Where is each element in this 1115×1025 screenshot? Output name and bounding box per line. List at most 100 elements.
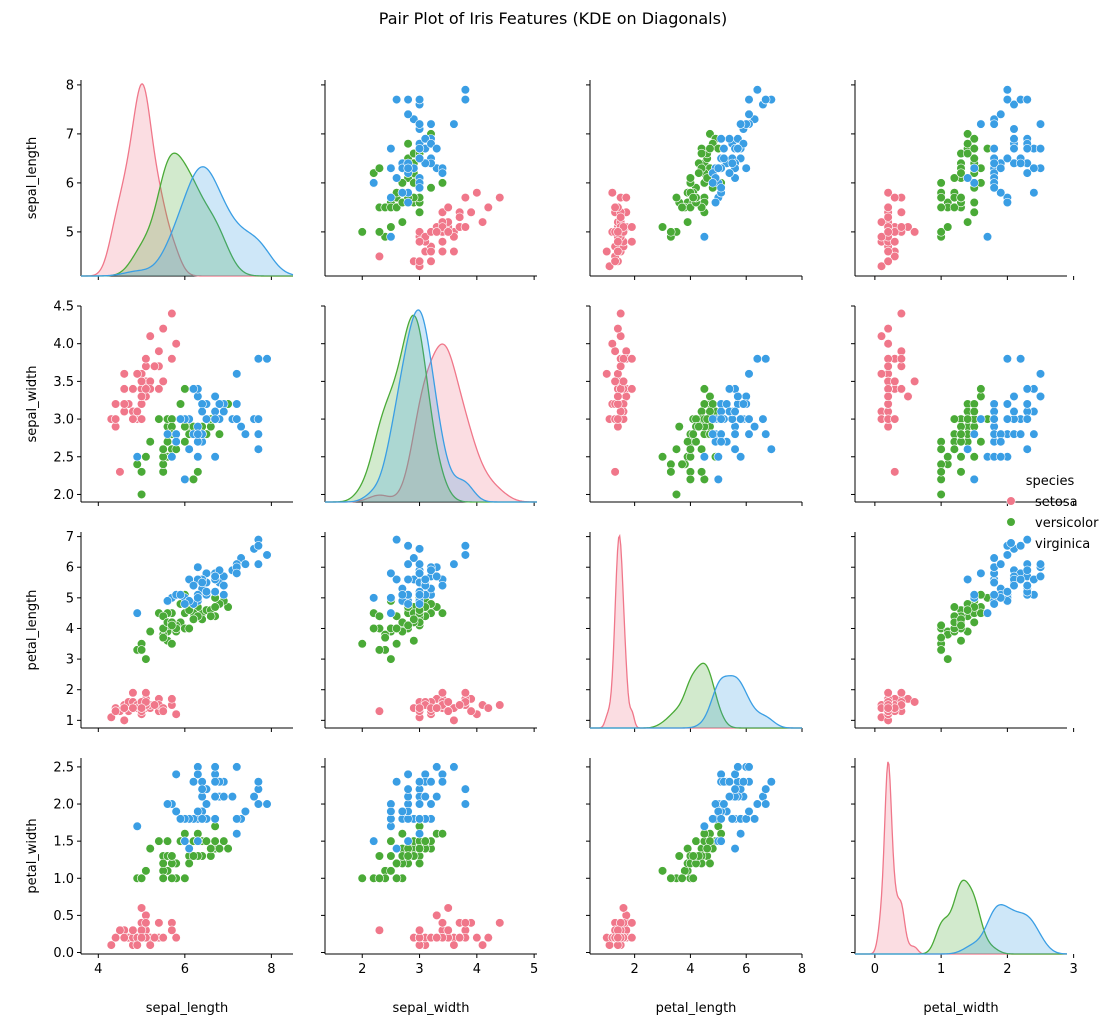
scatter-point-versicolor <box>136 489 147 500</box>
scatter-point-setosa <box>883 188 893 198</box>
scatter-point-virginica <box>724 134 735 144</box>
panel-petal_length-vs-sepal_length: 1 2 3 4 5 6 7 <box>66 530 293 732</box>
scatter-point-setosa <box>136 933 147 943</box>
scatter-point-setosa <box>610 202 620 212</box>
scatter-point-versicolor <box>414 207 425 217</box>
scatter-point-setosa <box>607 188 617 198</box>
kde-line-virginica <box>855 904 1068 955</box>
scatter-point-virginica <box>253 354 263 364</box>
x-tick-label: 4 <box>94 962 102 977</box>
scatter-point-virginica <box>996 163 1006 173</box>
scatter-point-virginica <box>1022 384 1032 394</box>
scatter-point-virginica <box>432 792 442 802</box>
scatter-point-setosa <box>443 202 453 212</box>
scatter-point-versicolor <box>167 639 177 649</box>
scatter-point-setosa <box>896 207 906 217</box>
scatter-point-virginica <box>766 444 776 454</box>
legend-marker-setosa <box>1006 496 1016 506</box>
scatter-point-setosa <box>460 918 470 928</box>
scatter-point-virginica <box>232 568 242 578</box>
scatter-point-virginica <box>232 369 242 379</box>
scatter-point-versicolor <box>369 623 379 634</box>
kde-area-setosa <box>325 344 537 502</box>
scatter-point-setosa <box>483 933 493 943</box>
scatter-point-virginica <box>716 814 726 824</box>
scatter-point-virginica <box>969 163 979 173</box>
scatter-point-virginica <box>369 836 379 846</box>
scatter-point-virginica <box>409 553 419 563</box>
scatter-point-versicolor <box>956 620 966 631</box>
scatter-point-virginica <box>724 777 735 787</box>
x-tick-label: 5 <box>530 962 538 977</box>
scatter-point-virginica <box>184 444 194 454</box>
scatter-point-setosa <box>158 376 168 386</box>
scatter-point-virginica <box>132 452 142 462</box>
scatter-point-setosa <box>141 688 151 698</box>
scatter-point-versicolor <box>956 193 966 203</box>
scatter-point-setosa <box>876 261 887 271</box>
scatter-point-setosa <box>460 688 470 698</box>
scatter-point-setosa <box>883 227 893 237</box>
scatter-point-versicolor <box>969 144 979 154</box>
scatter-point-virginica <box>426 565 436 575</box>
scatter-point-virginica <box>1009 124 1019 134</box>
scatter-point-setosa <box>149 700 160 710</box>
scatter-point-versicolor <box>677 202 687 212</box>
scatter-point-versicolor <box>392 623 402 634</box>
scatter-point-virginica <box>1035 369 1046 379</box>
scatter-point-versicolor <box>180 437 190 447</box>
scatter-point-setosa <box>443 227 453 237</box>
scatter-point-virginica <box>744 94 754 105</box>
scatter-point-versicolor <box>943 452 953 462</box>
scatter-point-virginica <box>996 109 1006 119</box>
scatter-point-virginica <box>752 354 762 364</box>
scatter-point-virginica <box>180 474 190 484</box>
scatter-point-setosa <box>414 703 425 713</box>
scatter-point-setosa <box>883 703 893 713</box>
scatter-point-versicolor <box>158 873 168 883</box>
scatter-point-versicolor <box>976 384 986 394</box>
scatter-point-virginica <box>180 599 190 609</box>
scatter-point-setosa <box>483 202 493 212</box>
scatter-point-virginica <box>253 777 263 787</box>
scatter-point-virginica <box>744 109 754 119</box>
scatter-point-virginica <box>403 574 413 585</box>
scatter-point-virginica <box>1009 391 1019 402</box>
x-tick-label: 3 <box>415 962 423 977</box>
scatter-point-setosa <box>910 227 920 237</box>
scatter-point-virginica <box>369 593 379 603</box>
scatter-point-virginica <box>1002 587 1012 597</box>
scatter-point-virginica <box>188 580 199 591</box>
scatter-point-virginica <box>727 814 737 824</box>
scatter-point-versicolor <box>374 611 385 621</box>
scatter-point-versicolor <box>223 843 233 854</box>
scatter-point-virginica <box>736 452 746 462</box>
scatter-point-virginica <box>969 590 979 600</box>
scatter-point-versicolor <box>184 623 194 634</box>
scatter-point-versicolor <box>374 227 385 237</box>
scatter-point-virginica <box>369 178 379 188</box>
scatter-point-setosa <box>477 217 488 227</box>
scatter-point-setosa <box>141 918 151 928</box>
scatter-point-setosa <box>613 237 623 247</box>
scatter-point-virginica <box>397 590 407 600</box>
scatter-point-virginica <box>1016 354 1026 364</box>
scatter-point-virginica <box>403 559 413 569</box>
scatter-point-versicolor <box>403 139 413 149</box>
legend: species setosa versicolor virginica <box>1006 474 1099 552</box>
kde-area-virginica <box>590 675 802 728</box>
scatter-point-setosa <box>119 399 129 409</box>
scatter-point-versicolor <box>685 444 696 454</box>
scatter-point-setosa <box>443 903 453 913</box>
scatter-point-virginica <box>414 829 425 839</box>
scatter-point-virginica <box>1009 580 1019 591</box>
scatter-point-virginica <box>708 178 718 188</box>
scatter-point-setosa <box>876 331 887 341</box>
scatter-point-virginica <box>1035 571 1046 582</box>
scatter-point-versicolor <box>154 414 164 424</box>
scatter-point-virginica <box>1009 144 1019 154</box>
scatter-point-versicolor <box>683 217 693 227</box>
scatter-point-virginica <box>969 429 979 439</box>
scatter-point-setosa <box>449 246 459 257</box>
scatter-point-versicolor <box>357 639 367 649</box>
